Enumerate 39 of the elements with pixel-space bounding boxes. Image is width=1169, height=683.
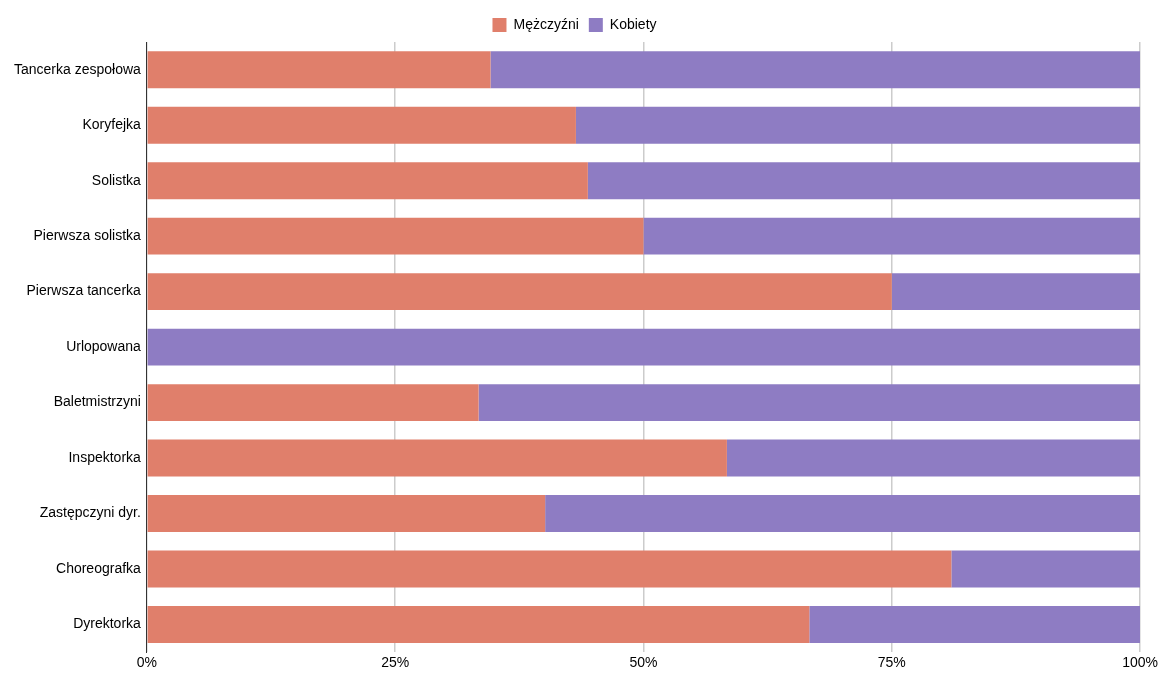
y-tick-label: Zastępczyni dyr. — [39, 504, 141, 521]
bar — [147, 384, 479, 422]
bar — [147, 106, 576, 144]
bar — [147, 162, 588, 200]
x-tick-label: 25% — [381, 654, 410, 671]
y-tick-label: Solistka — [91, 171, 142, 188]
bar — [147, 439, 727, 477]
y-tick-label: Baletmistrzyni — [53, 393, 141, 410]
bar — [147, 606, 810, 643]
bar — [147, 495, 546, 532]
y-tick-label: Inspektorka — [68, 448, 142, 465]
bar — [575, 106, 1141, 144]
y-tick-label: Pierwsza tancerka — [26, 282, 142, 299]
bar — [891, 273, 1141, 311]
bar — [545, 495, 1141, 532]
y-tick-label: Dyrektorka — [73, 615, 142, 632]
x-tick-label: 75% — [877, 654, 906, 671]
y-tick-label: Tancerka zespołowa — [13, 60, 142, 77]
bar — [478, 384, 1141, 422]
bar — [587, 162, 1141, 200]
y-tick-label: Choreografka — [56, 559, 142, 576]
y-tick-label: Pierwsza solistka — [33, 227, 142, 244]
legend-label: Mężczyźni — [513, 15, 579, 32]
y-tick-label: Koryfejka — [82, 116, 142, 133]
bar — [809, 606, 1141, 643]
bar — [951, 550, 1141, 588]
x-tick-label: 0% — [136, 654, 157, 671]
bar — [147, 51, 491, 89]
x-tick-label: 50% — [629, 654, 658, 671]
bar — [147, 217, 644, 255]
y-tick-label: Urlopowana — [66, 337, 142, 354]
bar — [726, 439, 1141, 477]
legend-label: Kobiety — [609, 15, 657, 32]
x-tick-label: 100% — [1122, 654, 1158, 671]
bar — [643, 217, 1141, 255]
bar — [147, 273, 892, 311]
bar — [147, 550, 952, 588]
bar — [147, 328, 1141, 366]
bar — [490, 51, 1141, 89]
